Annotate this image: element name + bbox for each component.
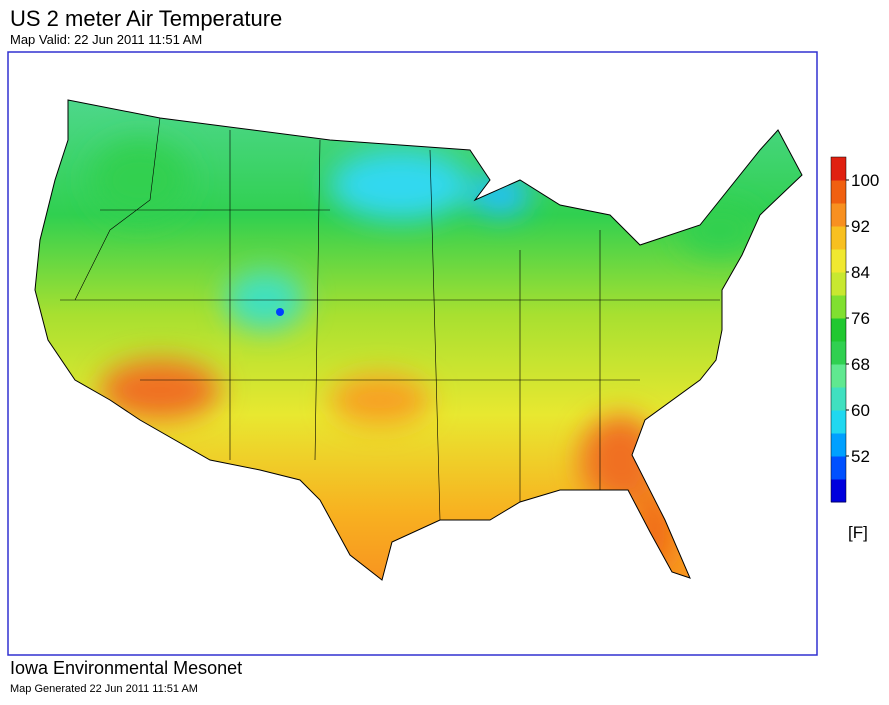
color-segment [831, 226, 846, 250]
footer-generated: Map Generated 22 Jun 2011 11:51 AM [10, 683, 198, 695]
colorbar-tick-label: 60 [851, 401, 870, 420]
title: US 2 meter Air Temperature [10, 6, 282, 31]
color-segment [831, 433, 846, 457]
color-segment [831, 341, 846, 365]
color-segment [831, 456, 846, 480]
color-segment [831, 203, 846, 227]
color-segment [831, 157, 846, 181]
map-frame [7, 51, 818, 656]
colorbar-unit: [F] [848, 523, 868, 542]
color-segment [831, 295, 846, 319]
color-segment [831, 318, 846, 342]
subtitle: Map Valid: 22 Jun 2011 11:51 AM [10, 32, 202, 47]
temperature-field [35, 100, 802, 580]
color-segment [831, 249, 846, 273]
colorbar-tick-label: 84 [851, 263, 870, 282]
color-segment [831, 387, 846, 411]
colorbar-tick-label: 92 [851, 217, 870, 236]
colorbar-tick-label: 76 [851, 309, 870, 328]
color-segment [831, 364, 846, 388]
colorbar-border [830, 156, 847, 503]
color-segment [831, 410, 846, 434]
color-segment [831, 180, 846, 204]
footer-source: Iowa Environmental Mesonet [10, 658, 242, 678]
colorbar-tick-label: 100 [851, 171, 879, 190]
color-segment [831, 272, 846, 296]
colorbar: 52 60 68 76 84 92 100 [830, 156, 879, 503]
color-segment [831, 479, 846, 503]
colorbar-tick-label: 52 [851, 447, 870, 466]
colorbar-tick-label: 68 [851, 355, 870, 374]
state-lines [60, 117, 720, 521]
